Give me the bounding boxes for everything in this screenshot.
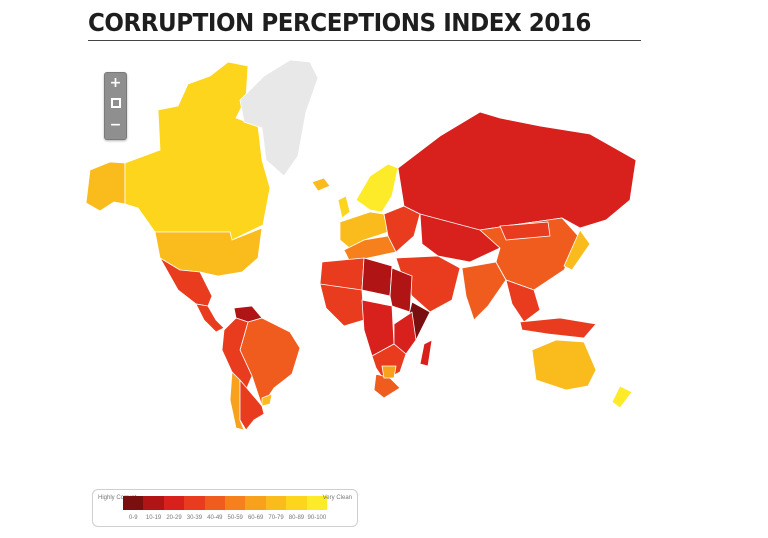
zoom-in-button[interactable]: +: [109, 75, 122, 91]
region-mexico[interactable]: [159, 257, 213, 307]
legend-swatch: [143, 496, 164, 510]
region-iceland[interactable]: [311, 177, 331, 192]
region-southeast-asia[interactable]: [505, 279, 541, 323]
title-divider: [88, 40, 641, 41]
region-andean-countries[interactable]: [221, 317, 253, 391]
region-india[interactable]: [461, 261, 507, 321]
legend-tick: 70-79: [268, 515, 284, 521]
legend-swatch: [163, 496, 185, 510]
legend-swatch: [184, 496, 205, 510]
region-madagascar[interactable]: [419, 339, 433, 367]
region-sudan[interactable]: [389, 267, 413, 313]
legend-tick: 80-89: [288, 515, 305, 521]
region-canada[interactable]: [124, 61, 271, 241]
legend-swatch: [306, 496, 328, 510]
region-west-africa[interactable]: [319, 283, 365, 327]
legend-tick: 40-49: [207, 515, 223, 521]
legend-swatch: [225, 496, 246, 510]
zoom-reset-button[interactable]: [105, 94, 126, 115]
region-uruguay[interactable]: [261, 393, 273, 407]
region-united-kingdom[interactable]: [337, 195, 351, 219]
zoom-controls: + −: [104, 72, 127, 140]
legend-tick: 30-39: [186, 515, 203, 521]
reset-view-icon: [110, 98, 121, 108]
region-southern-africa[interactable]: [371, 343, 407, 381]
legend-low-label: Highly Corrupt: [98, 495, 137, 501]
legend-high-label: Very Clean: [322, 495, 352, 501]
legend-swatch: [204, 496, 226, 510]
region-botswana[interactable]: [381, 365, 397, 379]
page-title: CORRUPTION PERCEPTIONS INDEX 2016: [88, 8, 591, 37]
legend-swatch: [245, 496, 266, 510]
legend-tick: 0-9: [128, 515, 138, 521]
legend-tick: 10-19: [145, 515, 162, 521]
zoom-out-button[interactable]: −: [109, 117, 122, 133]
legend-tick: 90-100: [307, 515, 327, 521]
region-greenland[interactable]: [239, 59, 319, 177]
legend-tick-labels: 0-9 10-19 20-29 30-39 40-49 50-59 60-69 70-79 80…: [123, 515, 327, 521]
region-new-zealand[interactable]: [611, 385, 633, 409]
region-australia[interactable]: [531, 339, 597, 391]
region-mongolia[interactable]: [499, 221, 551, 241]
region-russia[interactable]: [397, 111, 637, 233]
map-legend: Highly Corrupt 0-9 10-19 20-29 30-39 40-49 50…: [92, 489, 358, 527]
legend-tick: 60-69: [247, 515, 264, 521]
legend-swatch: [123, 496, 144, 510]
region-alaska[interactable]: [85, 161, 126, 212]
region-central-america[interactable]: [195, 303, 225, 333]
legend-tick: 50-59: [227, 515, 243, 521]
legend-tick: 20-29: [166, 515, 182, 521]
region-east-africa[interactable]: [393, 311, 417, 355]
legend-swatch: [286, 496, 307, 510]
region-libya[interactable]: [361, 257, 393, 297]
legend-swatch: [265, 496, 287, 510]
legend-color-scale: [123, 496, 328, 510]
region-japan[interactable]: [563, 229, 591, 271]
region-western-europe[interactable]: [339, 211, 389, 251]
region-indonesia[interactable]: [519, 317, 597, 339]
region-scandinavia[interactable]: [355, 163, 399, 213]
